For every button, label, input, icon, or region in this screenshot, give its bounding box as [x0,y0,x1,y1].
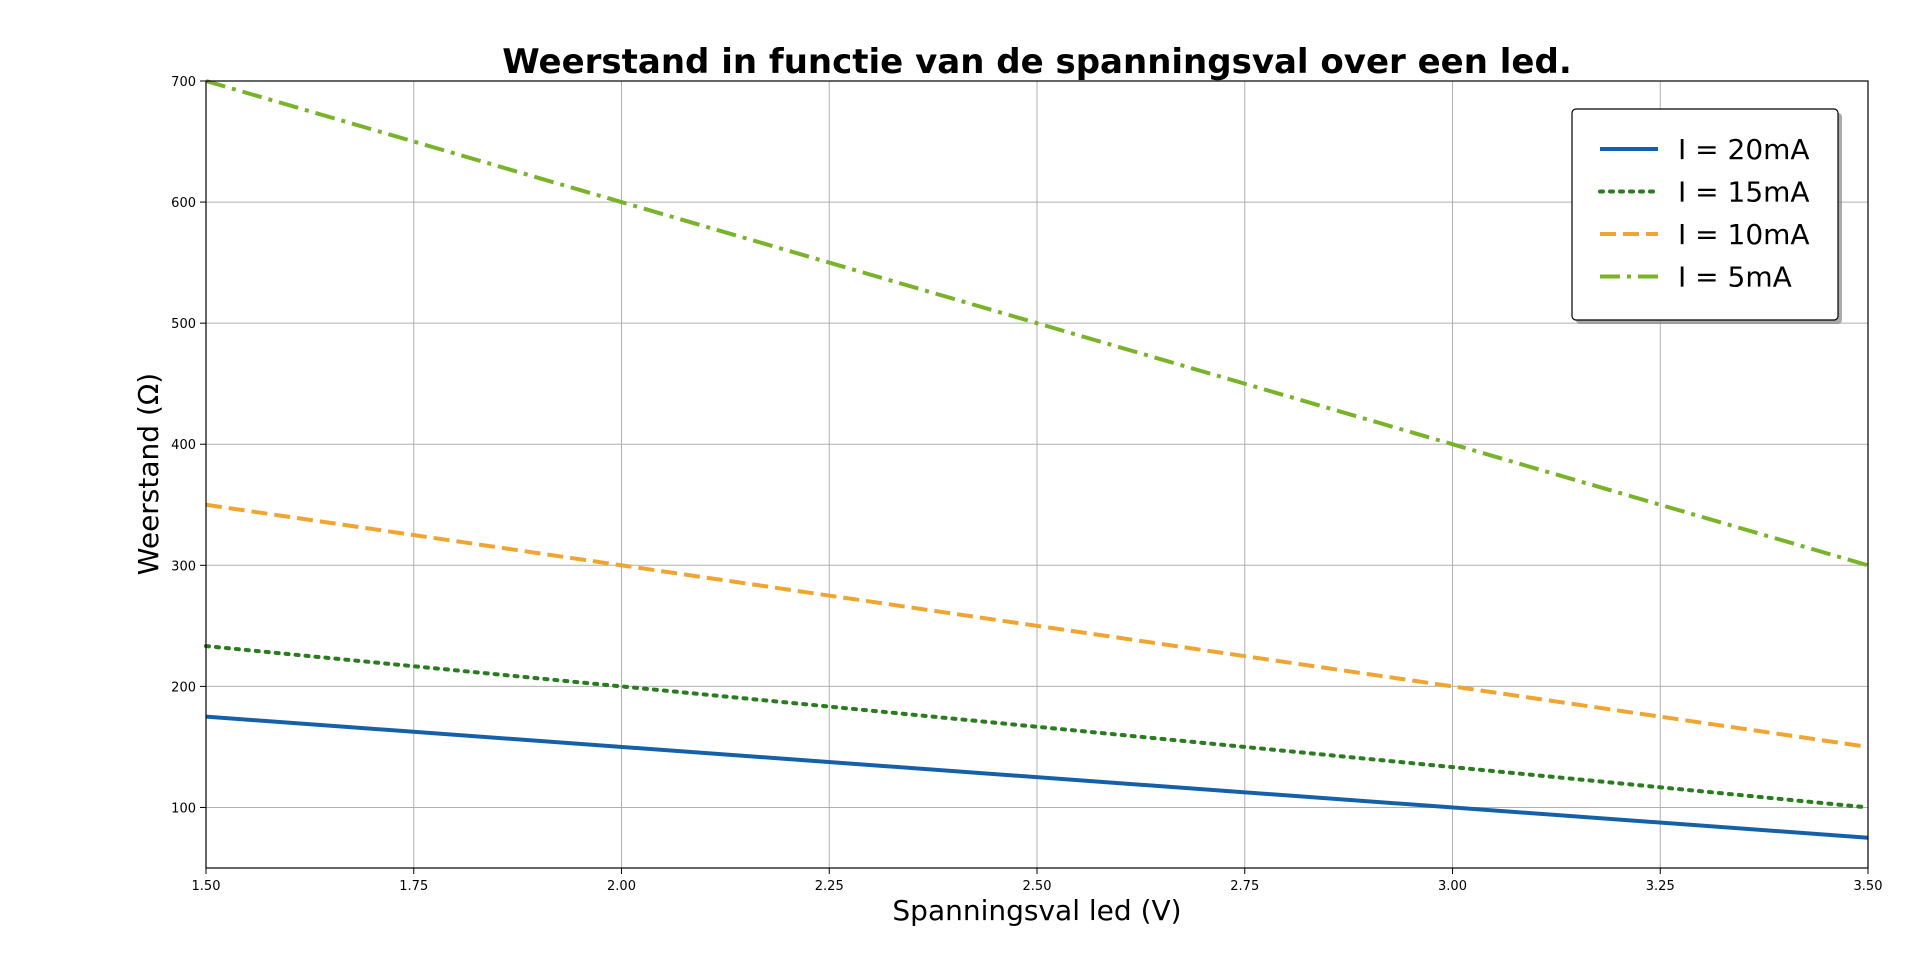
legend-box [1571,108,1839,321]
series-lines [204,79,1870,840]
series-line-4 [205,79,1869,568]
chart-title: Weerstand in functie van de spanningsval… [502,42,1572,82]
x-tick-label: 2.00 [607,879,636,894]
y-tick-label: 100 [171,801,196,816]
axis-ticks: 1.50 1.75 2.00 2.25 2.50 2.75 3.00 3.25 3.50 100 2… [171,75,1882,894]
series-line-1 [205,714,1869,840]
y-tick-label: 500 [171,317,196,332]
legend-label: I = 5mA [1678,261,1792,294]
series-line-3 [205,502,1869,749]
x-tick-label: 1.75 [399,879,428,894]
y-axis-label: Weerstand (Ω) [132,373,165,575]
x-tick-label: 2.75 [1230,879,1259,894]
x-tick-label: 1.50 [192,879,221,894]
y-tick-label: 300 [171,559,196,574]
x-tick-label: 2.50 [1023,879,1052,894]
y-tick-label: 700 [171,75,196,90]
y-tick-label: 200 [171,680,196,695]
x-tick-label: 3.25 [1646,879,1675,894]
x-tick-label: 2.25 [815,879,844,894]
legend-label: I = 20mA [1678,133,1810,166]
x-tick-label: 3.00 [1438,879,1467,894]
legend: I = 20mA I = 15mA I = 10mA I = 5mA [1571,108,1842,324]
series-line-2 [204,644,1870,810]
y-tick-label: 600 [171,196,196,211]
x-tick-label: 3.50 [1854,879,1883,894]
legend-label: I = 15mA [1678,176,1810,209]
legend-label: I = 10mA [1678,218,1810,251]
y-tick-label: 400 [171,438,196,453]
x-axis-label: Spanningsval led (V) [892,894,1181,927]
